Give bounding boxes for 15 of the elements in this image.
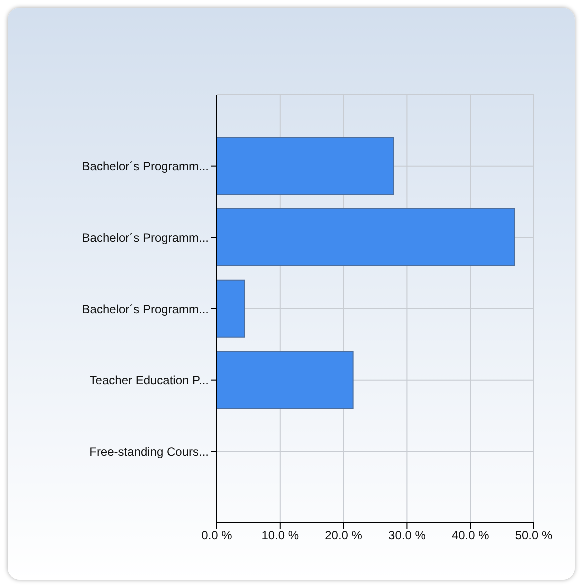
y-tick-label: Bachelor´s Programm... [82,230,209,245]
bar [217,280,246,338]
x-tick-label: 0.0 % [202,528,233,543]
y-tick-label: Free-standing Cours... [90,444,209,459]
x-tick-label: 10.0 % [262,528,300,543]
bar [217,208,516,266]
y-tick-label: Bachelor´s Programm... [82,160,209,174]
x-tick-label: 40.0 % [452,528,490,543]
x-tick-label: 50.0 % [515,528,554,543]
bar [217,137,394,196]
y-tick-label: Teacher Education P... [90,374,209,388]
y-tick-label: Bachelor´s Programm... [82,302,209,316]
bar [217,351,354,410]
x-tick-label: 20.0 % [325,528,363,543]
x-tick-label: 30.0 % [388,528,426,543]
